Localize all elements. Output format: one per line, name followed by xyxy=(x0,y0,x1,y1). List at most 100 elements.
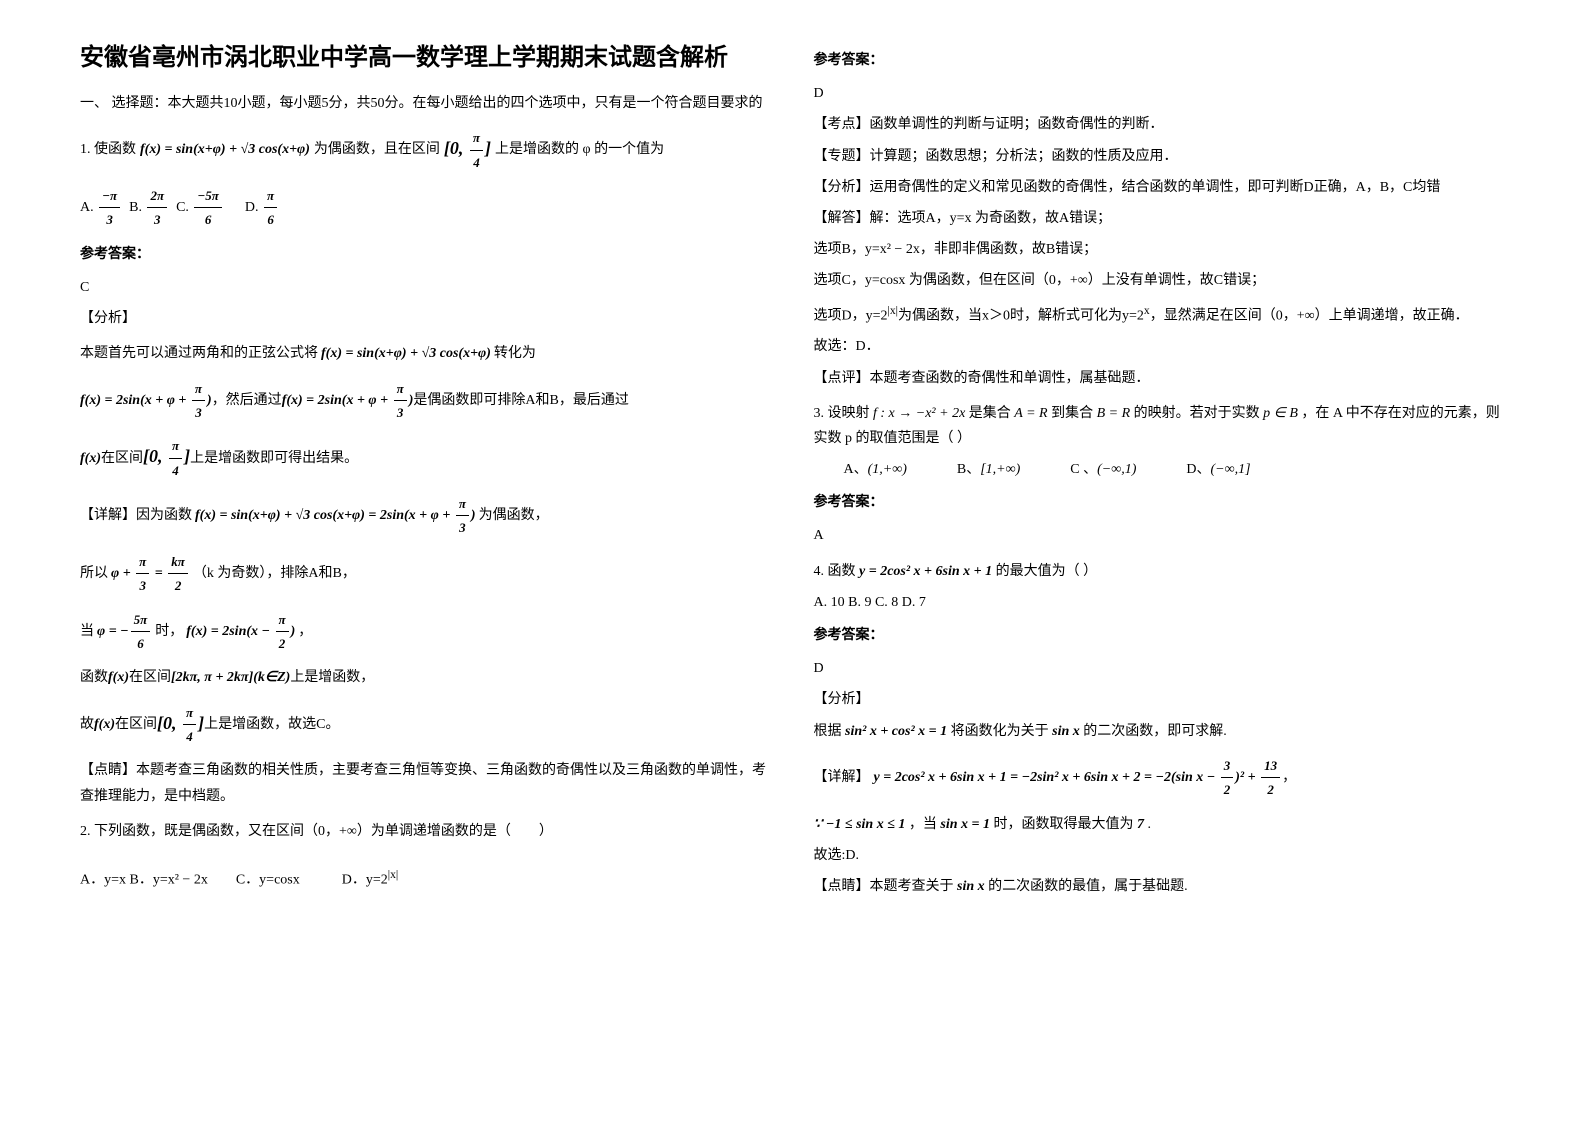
q3-sA: A = R xyxy=(1014,406,1047,421)
q4-answer: D xyxy=(814,656,1508,681)
q3-sB: B = R xyxy=(1097,406,1131,421)
q4-d2b: ，当 xyxy=(909,817,937,832)
q1-a3d: 上是增函数即可得出结果。 xyxy=(190,446,358,471)
q1-ref-label: 参考答案： xyxy=(80,242,774,267)
q1-detail-4: 函数 f(x) 在区间 [2kπ, π + 2kπ](k∈Z) 上是增函数， xyxy=(80,665,774,690)
q2-zhuanti: 【专题】计算题；函数思想；分析法；函数的性质及应用． xyxy=(814,144,1508,169)
q1-analysis-label: 【分析】 xyxy=(80,306,774,331)
q4-aa: 根据 xyxy=(814,724,842,739)
q4-sf: y = 2cos² x + 6sin x + 1 xyxy=(859,564,992,579)
q4-analysis: 根据 sin² x + cos² x = 1 将函数化为关于 sin x 的二次… xyxy=(814,719,1508,744)
left-column: 安徽省亳州市涡北职业中学高一数学理上学期期末试题含解析 一、 选择题：本大题共1… xyxy=(60,40,794,1082)
right-column: 参考答案： D 【考点】函数单调性的判断与证明；函数奇偶性的判断． 【专题】计算… xyxy=(794,40,1528,1082)
q4-d2c: sin x = 1 xyxy=(940,817,990,832)
q1-d4a: 函数 xyxy=(80,665,108,690)
q3-sf: f : x → −x² + 2x xyxy=(873,406,965,421)
q3-options: A、(1,+∞) B、[1,+∞) C 、(−∞,1) D、(−∞,1] xyxy=(844,457,1508,482)
q1-optB: B. 2π3 xyxy=(129,184,169,232)
q1-d4-fx: f(x) xyxy=(108,665,129,690)
document-title: 安徽省亳州市涡北职业中学高一数学理上学期期末试题含解析 xyxy=(80,40,774,76)
q3-sb: 是集合 xyxy=(969,406,1011,421)
q1-a3-fx: f(x) xyxy=(80,446,101,471)
q2-jieda-d: 选项D，y=2|x|为偶函数，当x＞0时，解析式可化为y=2x，显然满足在区间（… xyxy=(814,300,1508,329)
q1-d1b: 为偶函数， xyxy=(479,503,549,528)
q1-d4e: 上是增函数， xyxy=(290,665,374,690)
q1-stem-mid: 为偶函数，且在区间 xyxy=(314,137,440,162)
q1-d1-f: f(x) = sin(x+φ) + √3 cos(x+φ) = 2sin(x +… xyxy=(195,492,476,540)
q1-a2-f2: f(x) = 2sin(x + φ + π3) xyxy=(282,377,414,425)
q1-optC: C. −5π6 xyxy=(176,184,224,232)
q1-d5a: 故 xyxy=(80,712,94,737)
q1-a2-f1: f(x) = 2sin(x + φ + π3) xyxy=(80,377,212,425)
q2-ref-label: 参考答案： xyxy=(814,48,1508,73)
question-4: 4. 函数 y = 2cos² x + 6sin x + 1 的最大值为（ ） … xyxy=(814,559,1508,899)
q1-d5e: 上是增函数，故选C。 xyxy=(204,712,339,737)
q1-stem: 1. 使函数 f(x) = sin(x+φ) + √3 cos(x+φ) 为偶函… xyxy=(80,126,774,174)
q1-answer: C xyxy=(80,275,774,300)
q4-pb: 的二次函数的最值，属于基础题. xyxy=(988,879,1188,894)
q1-formula: f(x) = sin(x+φ) + √3 cos(x+φ) xyxy=(140,137,310,162)
q1-d3-fx: f(x) = 2sin(x − π2) xyxy=(186,608,295,656)
q1-a1c: 转化为 xyxy=(494,341,536,366)
q1-detail-label: 【详解】因为函数 xyxy=(80,503,192,528)
q2-dianping: 【点评】本题考查函数的奇偶性和单调性，属基础题． xyxy=(814,366,1508,391)
q1-d5-int: [0, π4] xyxy=(157,701,204,749)
q1-detail-3: 当 φ = −5π6 时， f(x) = 2sin(x − π2) ， xyxy=(80,608,774,656)
q1-detail-5: 故 f(x) 在区间 [0, π4] 上是增函数，故选C。 xyxy=(80,701,774,749)
q4-sa: 4. 函数 xyxy=(814,564,856,579)
q2-stem: 2. 下列函数，既是偶函数，又在区间（0，+∞）为单调递增函数的是（ ） xyxy=(80,819,774,844)
q2-jieda-a: 【解答】解：选项A，y=x 为奇函数，故A错误； xyxy=(814,206,1508,231)
q1-optD: D. π6 xyxy=(245,184,279,232)
q1-a3b: 在区间 xyxy=(101,446,143,471)
q3-sa: 3. 设映射 xyxy=(814,406,870,421)
q4-point: 【点睛】本题考查关于 sin x 的二次函数的最值，属于基础题. xyxy=(814,874,1508,899)
q4-detail: 【详解】 y = 2cos² x + 6sin x + 1 = −2sin² x… xyxy=(814,754,1508,802)
q4-ab: 将函数化为关于 xyxy=(951,724,1049,739)
q1-d2c: （k 为奇数），排除A和B， xyxy=(193,561,356,586)
q2-jieda-c: 选项C，y=cosx 为偶函数，但在区间（0，+∞）上没有单调性，故C错误； xyxy=(814,268,1508,293)
q1-detail-2: 所以 φ + π3 = kπ2 （k 为奇数），排除A和B， xyxy=(80,550,774,598)
q1-d2-f: φ + π3 = kπ2 xyxy=(111,550,190,598)
q4-d2f: . xyxy=(1148,817,1152,832)
q1-interval: [0, π4] xyxy=(444,126,491,174)
q4-d2a: ∵ −1 ≤ sin x ≤ 1 xyxy=(814,817,906,832)
q1-analysis-1: 本题首先可以通过两角和的正弦公式将 f(x) = sin(x+φ) + √3 c… xyxy=(80,341,774,366)
q4-stem: 4. 函数 y = 2cos² x + 6sin x + 1 的最大值为（ ） xyxy=(814,559,1508,584)
q1-point: 【点睛】本题考查三角函数的相关性质，主要考查三角恒等变换、三角函数的奇偶性以及三… xyxy=(80,758,774,808)
question-2: 2. 下列函数，既是偶函数，又在区间（0，+∞）为单调递增函数的是（ ） A．y… xyxy=(80,819,774,893)
q1-analysis-2: f(x) = 2sin(x + φ + π3) ，然后通过 f(x) = 2si… xyxy=(80,377,774,425)
q2-fenxi: 【分析】运用奇偶性的定义和常见函数的奇偶性，结合函数的单调性，即可判断D正确，A… xyxy=(814,175,1508,200)
q4-analysis-label: 【分析】 xyxy=(814,687,1508,712)
q4-options: A. 10 B. 9 C. 8 D. 7 xyxy=(814,590,1508,615)
q2-kaodian: 【考点】函数单调性的判断与证明；函数奇偶性的判断． xyxy=(814,112,1508,137)
question-1: 1. 使函数 f(x) = sin(x+φ) + √3 cos(x+φ) 为偶函… xyxy=(80,126,774,809)
q1-a2b: ，然后通过 xyxy=(212,388,282,413)
q1-options: A. −π3 B. 2π3 C. −5π6 D. π6 xyxy=(80,184,774,232)
q1-d3a: 当 xyxy=(80,619,94,644)
q4-dc: ， xyxy=(1282,765,1296,790)
q4-d2d: 时，函数取得最大值为 xyxy=(994,817,1134,832)
q1-d3c: 时， xyxy=(155,619,183,644)
q4-af1: sin² x + cos² x = 1 xyxy=(845,724,947,739)
section-1-title: 一、 选择题：本大题共10小题，每小题5分，共50分。在每小题给出的四个选项中，… xyxy=(80,91,774,116)
q4-pa: 【点睛】本题考查关于 xyxy=(814,879,954,894)
q4-d2e: 7 xyxy=(1137,817,1144,832)
q1-analysis-3: f(x) 在区间 [0, π4] 上是增函数即可得出结果。 xyxy=(80,434,774,482)
q4-ac: 的二次函数，即可求解. xyxy=(1083,724,1227,739)
q3-sc: 到集合 xyxy=(1051,406,1093,421)
question-3: 3. 设映射 f : x → −x² + 2x 是集合 A = R 到集合 B … xyxy=(814,401,1508,549)
q1-d4-int: [2kπ, π + 2kπ](k∈Z) xyxy=(171,665,290,690)
q1-d4c: 在区间 xyxy=(129,665,171,690)
q4-ref-label: 参考答案： xyxy=(814,623,1508,648)
q4-af2: sin x xyxy=(1052,724,1080,739)
q1-a1a: 本题首先可以通过两角和的正弦公式将 xyxy=(80,341,318,366)
q4-sb: 的最大值为（ ） xyxy=(996,564,1098,579)
q1-d3e: ， xyxy=(298,619,312,644)
q1-d5c: 在区间 xyxy=(115,712,157,737)
q1-a1-f: f(x) = sin(x+φ) + √3 cos(x+φ) xyxy=(321,341,491,366)
q1-stem-suffix: 上是增函数的 φ 的一个值为 xyxy=(495,137,664,162)
q3-sd: 的映射。若对于实数 xyxy=(1134,406,1260,421)
q3-optB: B、[1,+∞) xyxy=(957,457,1020,482)
q1-d2a: 所以 xyxy=(80,561,108,586)
q4-detail-3: 故选:D. xyxy=(814,843,1508,868)
